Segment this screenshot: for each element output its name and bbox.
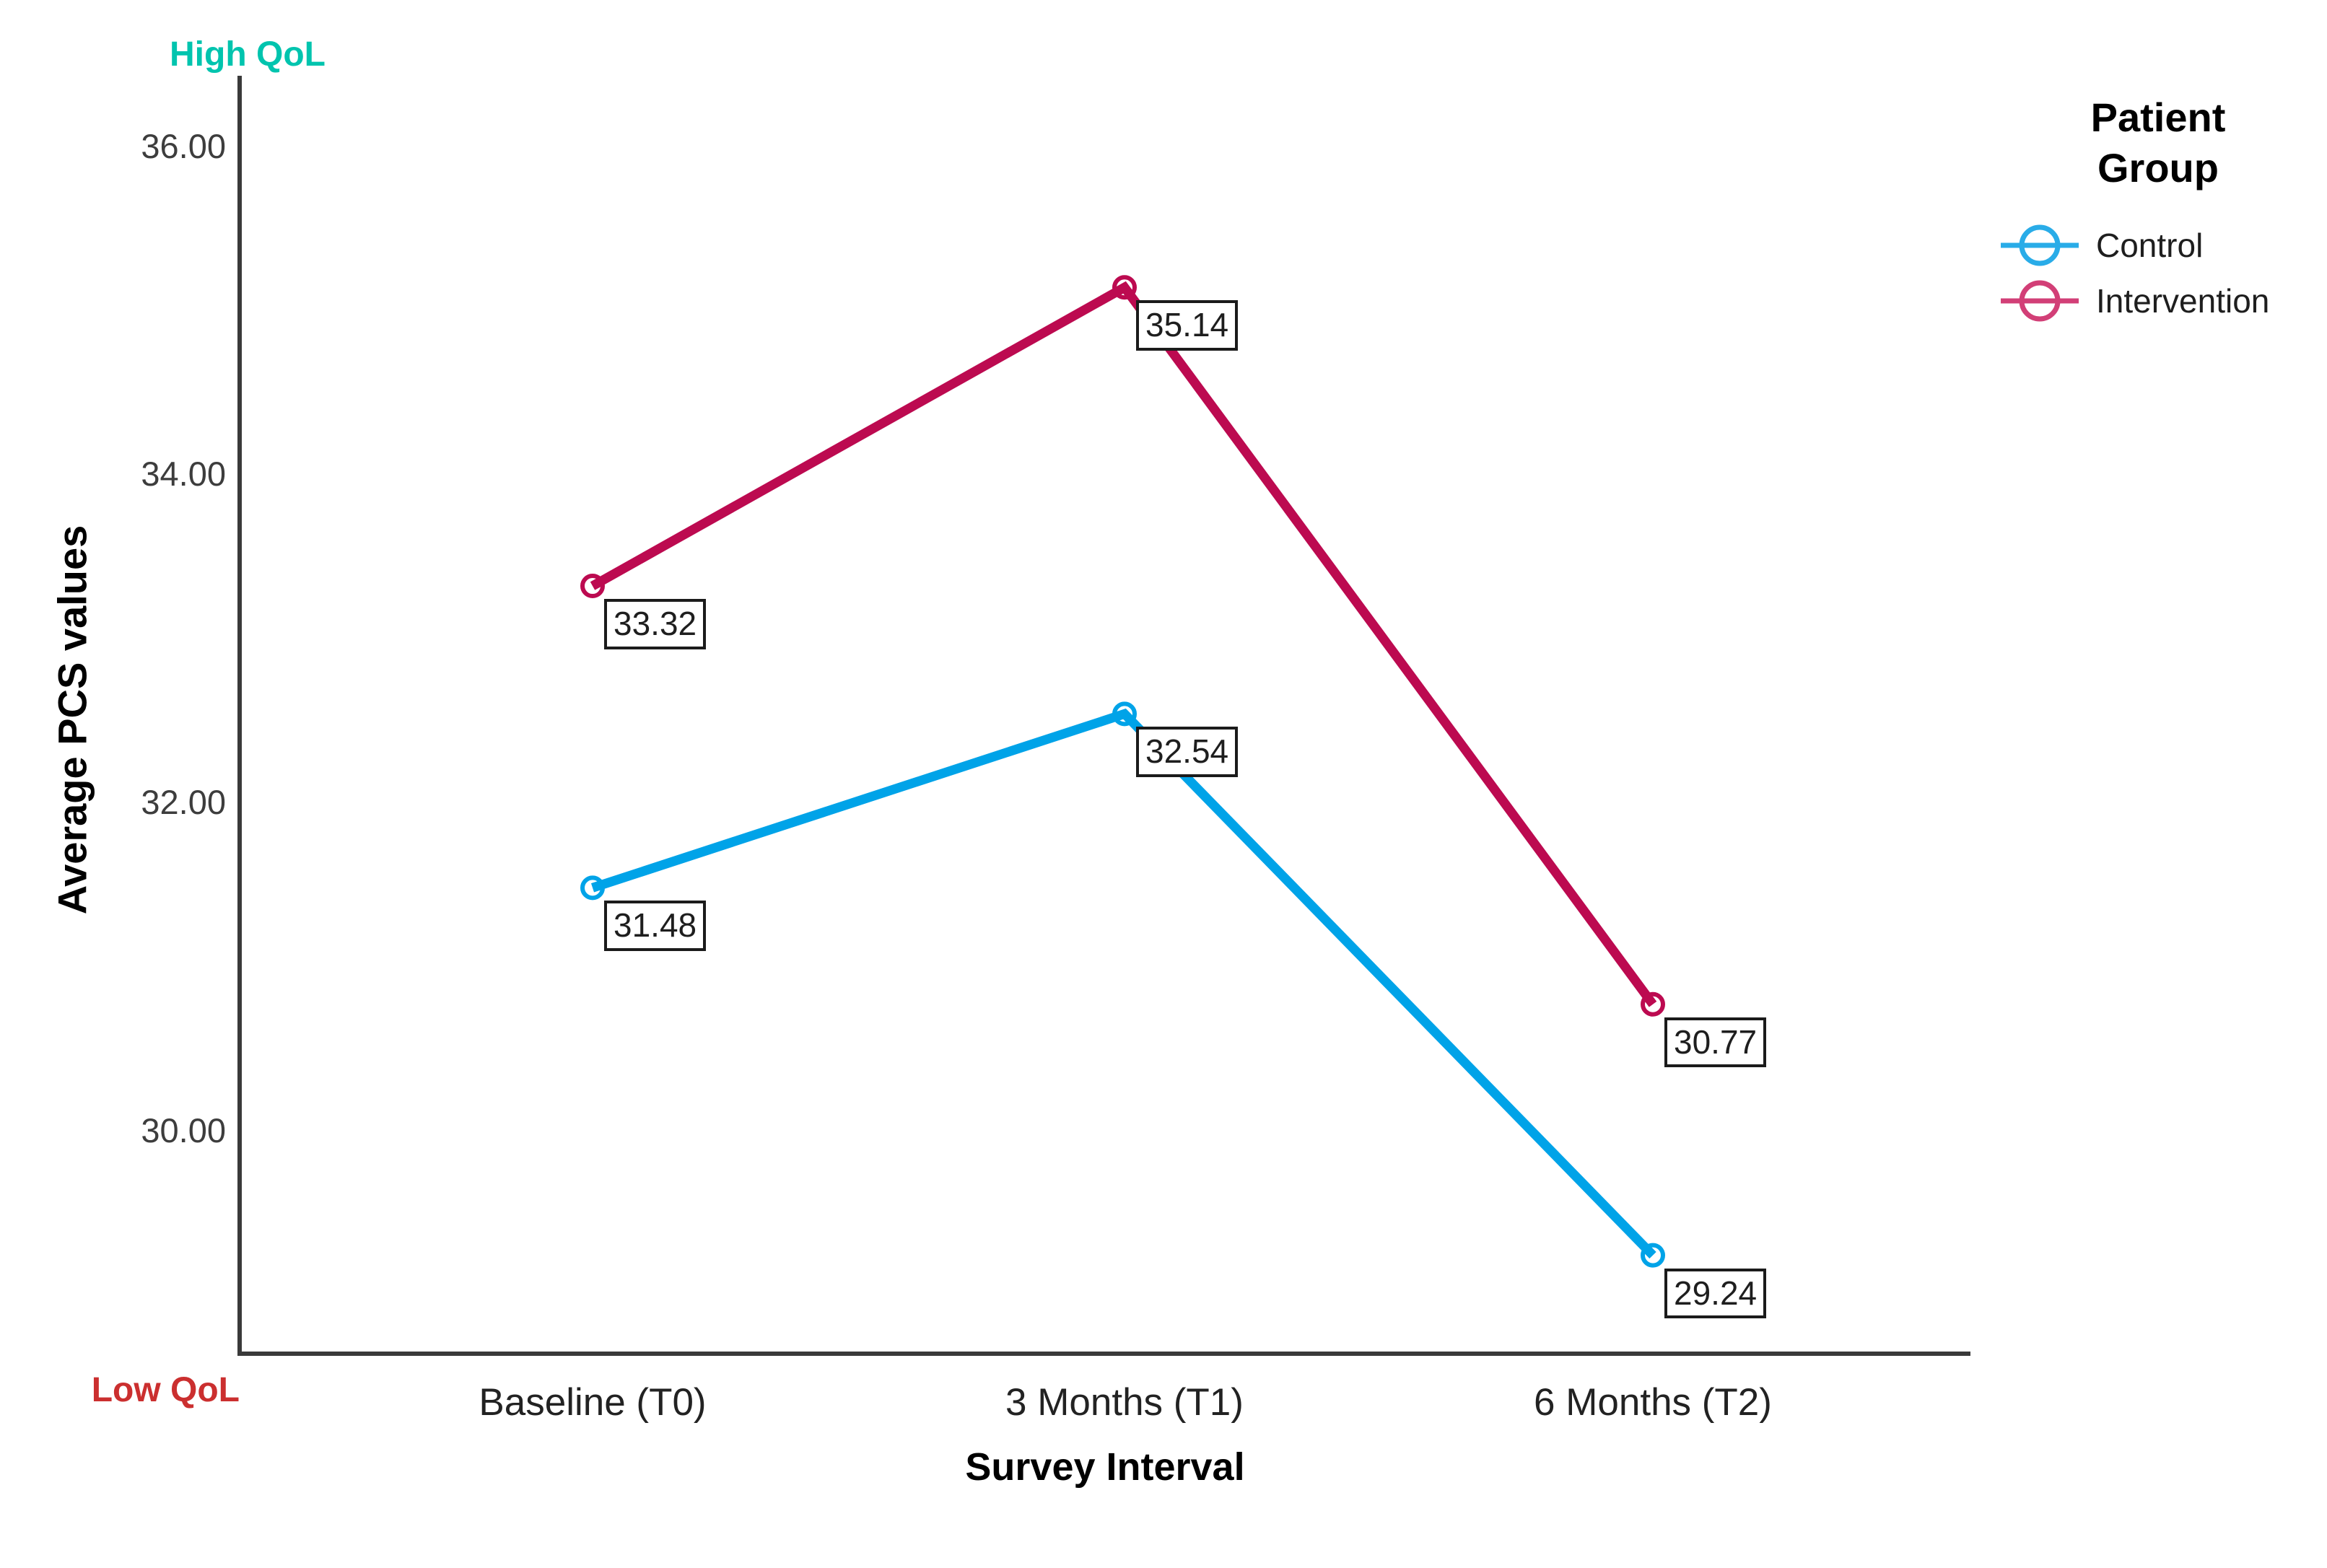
- legend-item-label: Control: [2096, 227, 2204, 264]
- y-tick-label: 36.00: [141, 126, 226, 165]
- y-tick-label: 32.00: [141, 783, 226, 822]
- high-qol-annotation: High QoL: [170, 35, 326, 74]
- legend-item-control: Control: [1999, 222, 2324, 268]
- series-line-control: [590, 708, 1656, 1259]
- data-label-control: 29.24: [1664, 1268, 1767, 1319]
- data-label-control: 31.48: [604, 901, 707, 951]
- x-category-label: 6 Months (T2): [1534, 1381, 1772, 1424]
- data-point-marker-intervention: [580, 574, 605, 599]
- x-category-label: 3 Months (T1): [1005, 1381, 1244, 1424]
- data-label-intervention: 33.32: [604, 599, 707, 649]
- legend-marker-icon: [2001, 224, 2079, 266]
- data-label-intervention: 35.14: [1136, 300, 1239, 351]
- legend-title: Patient Group: [2090, 95, 2226, 190]
- legend-item-intervention: Intervention: [1999, 278, 2324, 324]
- series-line-intervention: [590, 281, 1657, 1007]
- y-tick-label: 34.00: [141, 455, 226, 494]
- data-point-marker-control: [1112, 701, 1137, 727]
- legend-items: Control Intervention: [1999, 222, 2324, 324]
- data-point-marker-intervention: [1112, 275, 1137, 300]
- data-label-control: 32.54: [1136, 727, 1239, 777]
- y-tick-label: 30.00: [141, 1111, 226, 1149]
- data-label-intervention: 30.77: [1664, 1017, 1767, 1068]
- y-axis-title: Average PCS values: [49, 525, 95, 915]
- legend-marker-icon: [2001, 280, 2079, 322]
- data-point-marker-control: [1641, 1243, 1665, 1268]
- x-category-label: Baseline (T0): [479, 1381, 707, 1424]
- data-point-marker-intervention: [1641, 991, 1665, 1017]
- data-point-marker-control: [580, 875, 605, 901]
- x-axis-title: Survey Interval: [965, 1445, 1245, 1489]
- low-qol-annotation: Low QoL: [91, 1371, 240, 1409]
- legend: Patient Group Control Intervention: [1999, 92, 2324, 333]
- legend-item-label: Intervention: [2096, 282, 2270, 320]
